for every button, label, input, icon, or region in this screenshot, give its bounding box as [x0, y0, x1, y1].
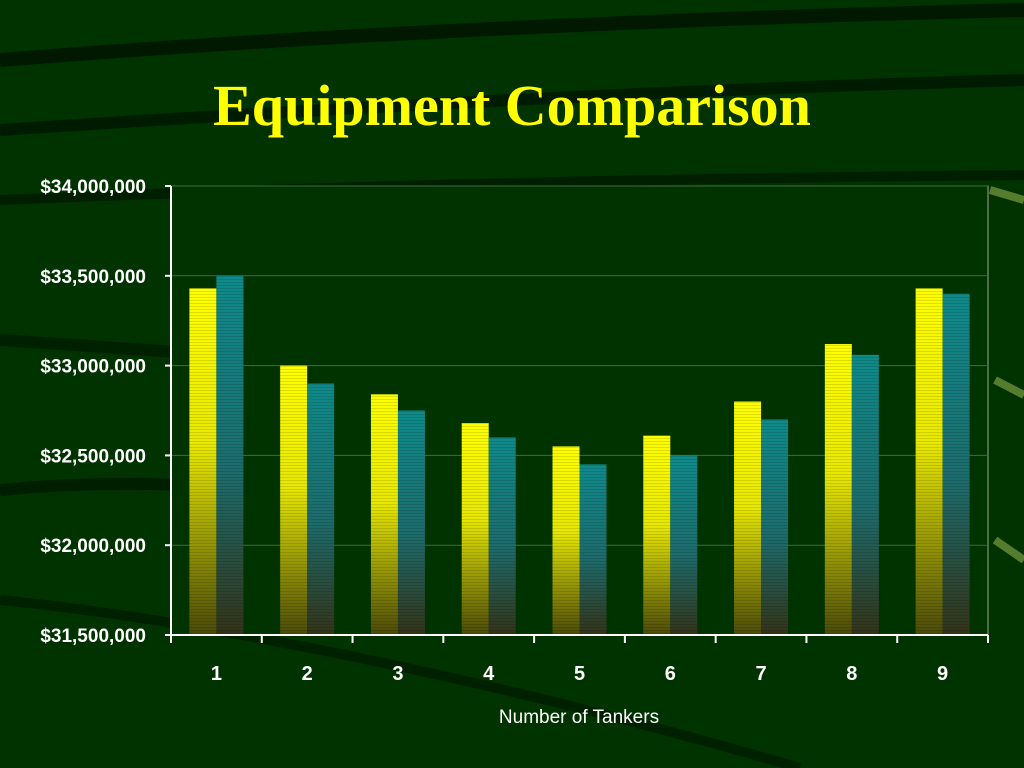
x-tick-label: 2 [302, 663, 313, 685]
bars [189, 275, 970, 635]
bar-texture [643, 435, 671, 635]
bar-texture [579, 464, 607, 635]
x-tick-label: 3 [392, 663, 403, 685]
bar-texture [488, 437, 516, 635]
x-tick-label: 4 [483, 663, 495, 685]
y-tick-label: $31,500,000 [40, 626, 146, 647]
x-tick-label: 1 [211, 663, 222, 685]
bar-texture [397, 410, 425, 635]
bar-texture [761, 419, 789, 635]
bar-texture [915, 288, 943, 635]
bar-texture [307, 383, 335, 635]
x-tick-label: 7 [755, 663, 766, 685]
tick-labels: $31,500,000 $32,000,000 $32,500,000 $33,000… [40, 177, 948, 685]
x-axis-label: Number of Tankers [499, 707, 659, 728]
x-tick-label: 5 [574, 663, 585, 685]
y-tick-label: $34,000,000 [40, 177, 146, 198]
x-tick-label: 8 [846, 663, 857, 685]
bar-texture [216, 275, 244, 635]
bar-texture [189, 288, 217, 635]
y-tick-label: $32,000,000 [40, 536, 146, 557]
x-tick-label: 9 [937, 663, 948, 685]
bar-texture [670, 455, 698, 635]
bar-texture [824, 344, 852, 635]
bar-texture [734, 401, 762, 635]
bar-texture [552, 446, 580, 635]
y-tick-label: $33,000,000 [40, 357, 146, 378]
y-tick-label: $32,500,000 [40, 446, 146, 467]
bar-texture [851, 354, 879, 635]
slide-title: Equipment Comparison [213, 73, 811, 138]
y-tick-label: $33,500,000 [40, 267, 146, 288]
bar-texture [370, 394, 398, 635]
bar-texture [461, 423, 489, 635]
bar-texture [280, 365, 308, 635]
axes [165, 185, 989, 643]
x-tick-label: 6 [665, 663, 676, 685]
bar-texture [942, 293, 970, 635]
